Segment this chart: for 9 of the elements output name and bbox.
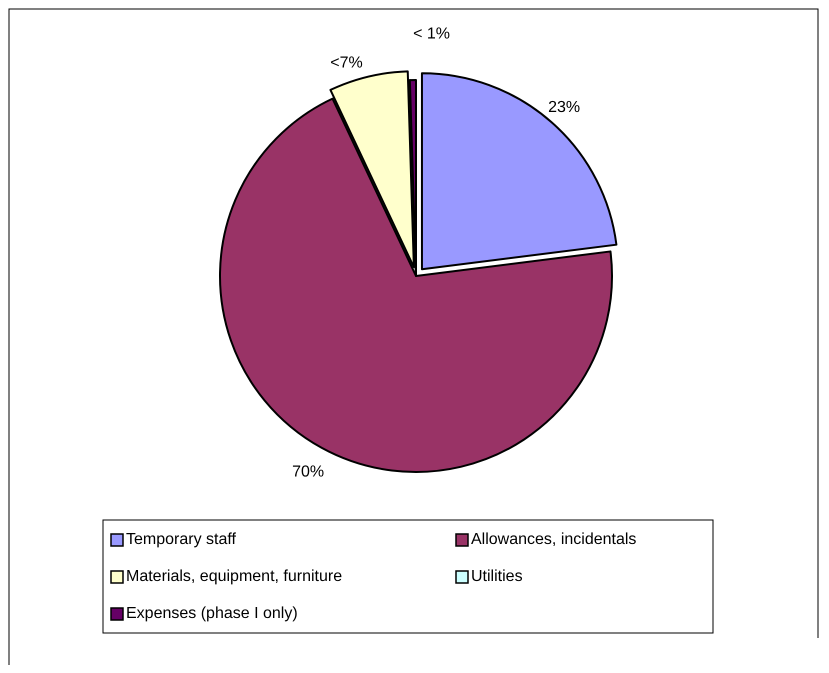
legend-label: Allowances, incidentals	[471, 531, 636, 548]
legend-label: Materials, equipment, furniture	[126, 568, 342, 586]
legend-label: Temporary staff	[126, 531, 237, 548]
data-label: 23%	[548, 99, 580, 116]
data-label: < 1%	[413, 26, 450, 43]
data-label: 70%	[292, 464, 324, 481]
legend-label: Expenses (phase I only)	[126, 605, 298, 622]
legend-label: Utilities	[471, 568, 523, 586]
data-label: <7%	[330, 54, 363, 72]
